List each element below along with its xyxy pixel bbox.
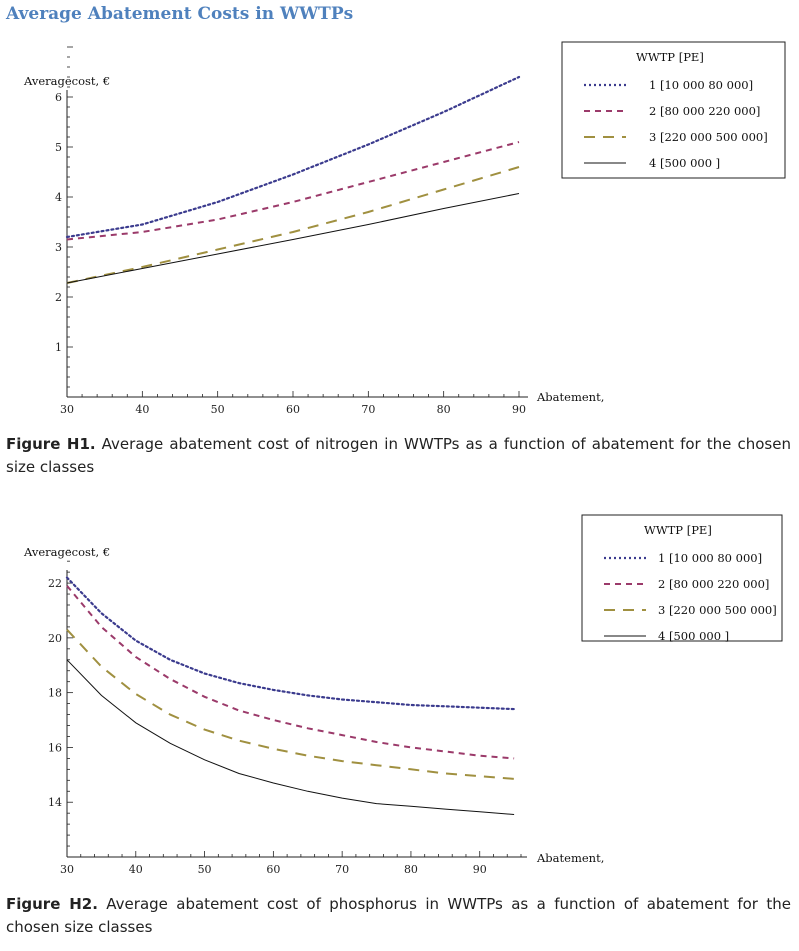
y-tick-label: 14 <box>48 796 62 809</box>
legend-entry-1: 1 [10 000 80 000] <box>658 551 762 565</box>
series-line-4 <box>66 659 515 815</box>
y-axis-label: Averagecost, € <box>23 545 110 559</box>
x-tick-label: 60 <box>286 403 300 416</box>
x-tick-label: 50 <box>198 863 212 876</box>
series-line-2 <box>66 585 515 760</box>
y-tick-label: 22 <box>48 577 62 590</box>
x-tick-label: 70 <box>361 403 375 416</box>
figure-caption-text-h2: Average abatement cost of phosphorus in … <box>6 895 791 936</box>
series-line-4 <box>66 193 520 284</box>
x-axis-label: Abatement, <box>536 390 604 404</box>
legend-entry-1: 1 [10 000 80 000] <box>649 78 753 92</box>
y-tick-label: 16 <box>48 741 62 754</box>
legend-entry-2: 2 [80 000 220 000] <box>658 577 769 591</box>
legend-entry-3: 3 [220 000 500 000] <box>649 130 768 144</box>
x-tick-label: 50 <box>211 403 225 416</box>
legend-box <box>581 514 783 642</box>
x-tick-label: 70 <box>335 863 349 876</box>
x-tick-label: 40 <box>135 403 149 416</box>
page-title: Average Abatement Costs in WWTPs <box>6 4 354 24</box>
series-line-2 <box>66 141 520 241</box>
y-tick-label: 3 <box>55 241 62 254</box>
y-tick-label: 5 <box>55 141 62 154</box>
series-line-1 <box>65 576 516 711</box>
x-tick-label: 80 <box>404 863 418 876</box>
chart-nitrogen: 30 40 50 60 70 80 90 1 2 3 4 5 6 Averagecost, € Abatem… <box>23 41 786 416</box>
legend-title: WWTP [PE] <box>644 523 712 537</box>
series-line-1 <box>65 75 521 239</box>
y-tick-label: 20 <box>48 632 62 645</box>
y-tick-label: 4 <box>55 191 62 204</box>
x-tick-label: 40 <box>129 863 143 876</box>
legend-entry-3: 3 [220 000 500 000] <box>658 603 777 617</box>
y-tick-label: 2 <box>55 291 62 304</box>
x-tick-label: 60 <box>266 863 280 876</box>
series-line-3 <box>66 629 515 780</box>
y-tick-label: 6 <box>55 91 62 104</box>
figure-caption-h1: Figure H1. Average abatement cost of nit… <box>6 433 791 479</box>
legend-entry-2: 2 [80 000 220 000] <box>649 104 760 118</box>
y-axis-label: Averagecost, € <box>23 74 110 88</box>
figure-caption-h2: Figure H2. Average abatement cost of pho… <box>6 893 791 939</box>
y-tick-label: 1 <box>55 341 62 354</box>
x-tick-label: 80 <box>437 403 451 416</box>
legend-title: WWTP [PE] <box>636 50 704 64</box>
x-axis-label: Abatement, <box>536 851 604 865</box>
x-tick-label: 90 <box>473 863 487 876</box>
x-tick-label: 30 <box>60 863 74 876</box>
figure-label-h2: Figure H2. <box>6 895 98 913</box>
y-tick-label: 18 <box>48 687 62 700</box>
x-tick-label: 30 <box>60 403 74 416</box>
series-line-3 <box>66 166 520 284</box>
figure-caption-text-h1: Average abatement cost of nitrogen in WW… <box>6 435 791 476</box>
x-tick-label: 90 <box>512 403 526 416</box>
legend-entry-4: 4 [500 000 ] <box>658 629 729 643</box>
legend-entry-4: 4 [500 000 ] <box>649 156 720 170</box>
figure-label-h1: Figure H1. <box>6 435 96 453</box>
chart-phosphorus: 30 40 50 60 70 80 90 14 16 18 20 22 Averagecost, € Ab… <box>23 514 783 876</box>
